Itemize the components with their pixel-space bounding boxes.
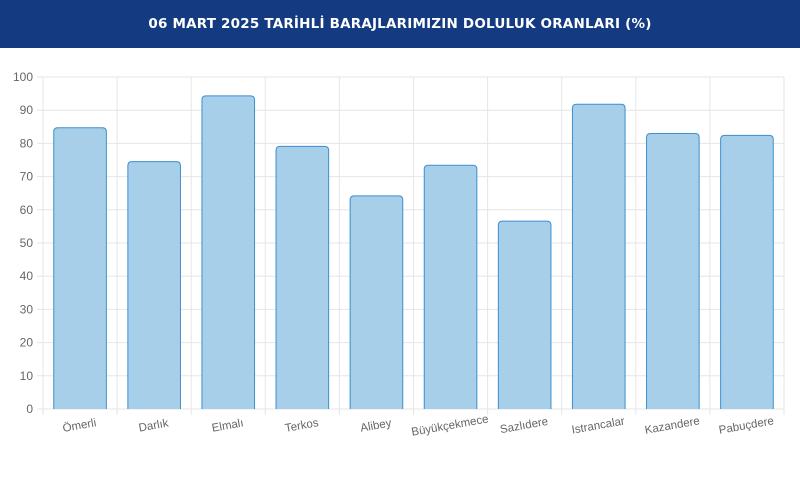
y-tick-label: 50	[20, 236, 34, 250]
bar-6[interactable]	[497, 220, 552, 409]
y-tick-label: 0	[26, 402, 33, 416]
x-tick-label: Istrancalar	[571, 415, 626, 436]
x-tick-label: Ömerli	[62, 417, 97, 435]
x-axis-ticks: Ömerli Darlık Elmalı Terkos Alibey Büyükçekme…	[62, 413, 775, 438]
bar-2[interactable]	[201, 95, 256, 409]
y-axis-ticks: 0 10 20 30 40 50 60 70 80 90 100	[13, 70, 33, 416]
y-tick-label: 90	[20, 103, 34, 117]
y-tick-label: 70	[20, 170, 34, 184]
x-tick-label: Alibey	[359, 417, 392, 434]
bar-0[interactable]	[53, 127, 107, 409]
x-tick-label: Sazlıdere	[499, 416, 549, 436]
bar-chart: 0 10 20 30 40 50 60 70 80 90 100 Ömerli Darlık Elmal…	[13, 70, 785, 439]
x-tick-label: Pabuçdere	[718, 415, 775, 436]
bar-8[interactable]	[646, 132, 700, 409]
x-tick-label: Terkos	[284, 417, 320, 435]
y-tick-label: 100	[13, 70, 33, 84]
bar-5[interactable]	[423, 164, 478, 409]
y-tick-label: 10	[20, 369, 34, 383]
bar-3[interactable]	[275, 145, 330, 409]
chart-area: 0 10 20 30 40 50 60 70 80 90 100 Ömerli Darlık Elmal…	[0, 48, 800, 483]
y-tick-label: 80	[20, 136, 34, 150]
x-tick-label: Darlık	[138, 417, 170, 434]
y-tick-label: 60	[20, 203, 34, 217]
bar-7[interactable]	[571, 103, 626, 409]
bar-4[interactable]	[349, 195, 404, 409]
x-tick-label: Büyükçekmece	[411, 413, 490, 438]
header-bar: 06 MART 2025 TARİHLİ BARAJLARIMIZIN DOLU…	[0, 0, 800, 48]
bars	[53, 95, 774, 409]
y-tick-label: 30	[20, 302, 34, 316]
bar-9[interactable]	[720, 134, 774, 409]
page-title: 06 MART 2025 TARİHLİ BARAJLARIMIZIN DOLU…	[148, 16, 652, 32]
y-tick-label: 40	[20, 269, 34, 283]
x-tick-label: Elmalı	[211, 417, 245, 434]
bar-1[interactable]	[127, 161, 181, 409]
x-tick-label: Kazandere	[644, 415, 701, 436]
y-tick-label: 20	[20, 336, 34, 350]
